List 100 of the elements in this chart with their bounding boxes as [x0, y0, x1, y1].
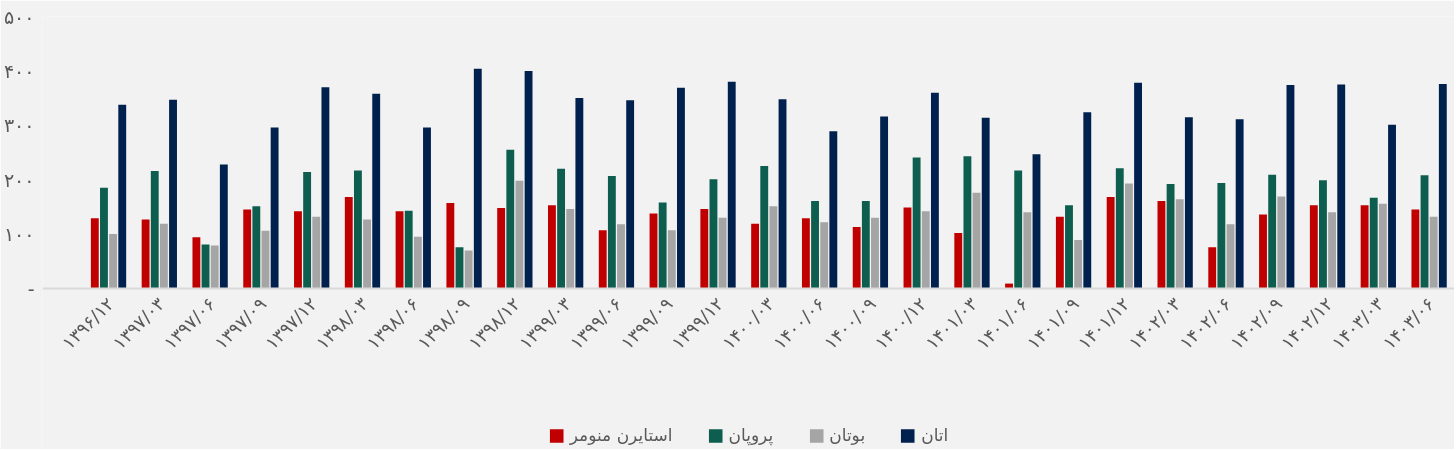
bar [954, 233, 963, 289]
bar [446, 203, 455, 289]
bar [1175, 199, 1184, 289]
bar [1184, 117, 1193, 289]
bar [1388, 124, 1396, 289]
bar [413, 236, 422, 289]
legend-label: پروپان [728, 425, 774, 445]
bar [524, 70, 533, 289]
bar [90, 218, 99, 289]
bar [1411, 209, 1420, 289]
bar [1083, 112, 1092, 289]
bar [464, 250, 473, 289]
bar [1106, 197, 1115, 289]
bar [801, 218, 810, 289]
bar [769, 206, 778, 289]
bar [404, 210, 413, 289]
bar [626, 100, 635, 289]
bar [760, 166, 769, 289]
bar [353, 170, 362, 289]
bar [321, 87, 330, 289]
bar [1259, 214, 1267, 289]
y-tick-label: ۵۰۰ [3, 5, 35, 28]
bar [506, 149, 515, 289]
bar [700, 209, 709, 289]
bar [473, 68, 482, 289]
bar [312, 216, 321, 289]
bar [852, 227, 861, 289]
bar [118, 104, 127, 289]
bar [1023, 212, 1032, 289]
bar [1360, 205, 1369, 289]
bar [423, 127, 431, 289]
bar [871, 217, 879, 289]
bar [658, 202, 667, 289]
bar [617, 224, 625, 289]
bar [607, 175, 616, 289]
bar [1134, 82, 1143, 289]
y-tick-label: ۴۰۰ [3, 59, 35, 82]
y-tick-label: ۲۰۰ [3, 168, 35, 191]
bar [1328, 212, 1337, 289]
bar [912, 157, 921, 289]
bar [820, 222, 829, 289]
bar [1235, 119, 1244, 289]
bar [141, 219, 150, 289]
bar [100, 187, 108, 289]
bar [1438, 83, 1447, 289]
bar [219, 164, 228, 289]
bar [718, 217, 727, 289]
bar [548, 205, 556, 289]
bar [829, 131, 838, 289]
y-tick-label: ۱۰۰ [3, 223, 35, 246]
bar [363, 219, 371, 289]
bar [1115, 168, 1124, 289]
bar [677, 87, 685, 289]
legend-label: بوتان [829, 425, 866, 445]
bar [252, 206, 261, 289]
bar [811, 200, 819, 289]
bar [1309, 205, 1318, 289]
bar [372, 93, 381, 289]
legend-label: اتان [921, 425, 949, 445]
bar [1277, 196, 1286, 289]
bar [880, 116, 889, 289]
bar [303, 172, 312, 289]
bar [1055, 216, 1064, 289]
bar [344, 197, 353, 289]
bar [598, 230, 607, 289]
bar [1337, 84, 1346, 289]
bar [109, 234, 118, 289]
bar [1369, 197, 1378, 289]
bar [1319, 180, 1327, 289]
bar [751, 223, 760, 289]
bar [861, 200, 870, 289]
bar [930, 92, 939, 289]
bar [575, 98, 584, 289]
y-tick-label: - [27, 277, 35, 300]
bar [192, 237, 201, 289]
y-tick-label: ۳۰۰ [3, 114, 35, 137]
bar [963, 156, 972, 289]
bar [150, 171, 159, 289]
bar [727, 81, 736, 289]
bar [1065, 205, 1073, 289]
bar [921, 211, 930, 289]
bar [566, 209, 575, 289]
bar [270, 127, 279, 289]
bar [981, 117, 990, 289]
bar [1166, 184, 1175, 289]
bar [294, 211, 302, 289]
bar [515, 180, 524, 289]
bar [1157, 200, 1166, 289]
bar [1378, 203, 1387, 289]
bar [1014, 170, 1023, 289]
bar [159, 223, 168, 289]
legend-label: استایرن منومر [569, 425, 673, 445]
bar [1208, 247, 1217, 289]
bar [243, 209, 252, 289]
bar [1124, 183, 1133, 289]
bar [1217, 182, 1226, 289]
bar [1268, 174, 1277, 289]
bar [1429, 216, 1438, 289]
bar [557, 168, 566, 289]
bar [1074, 240, 1083, 289]
